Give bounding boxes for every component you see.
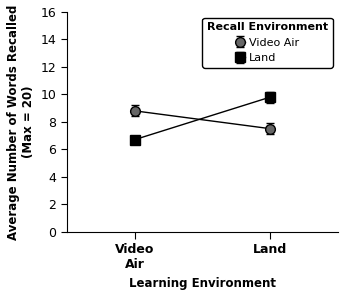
Y-axis label: Average Number of Words Recalled
(Max = 20): Average Number of Words Recalled (Max = … xyxy=(7,4,35,239)
Legend: Video Air, Land: Video Air, Land xyxy=(203,18,333,67)
X-axis label: Learning Environment: Learning Environment xyxy=(129,277,276,290)
